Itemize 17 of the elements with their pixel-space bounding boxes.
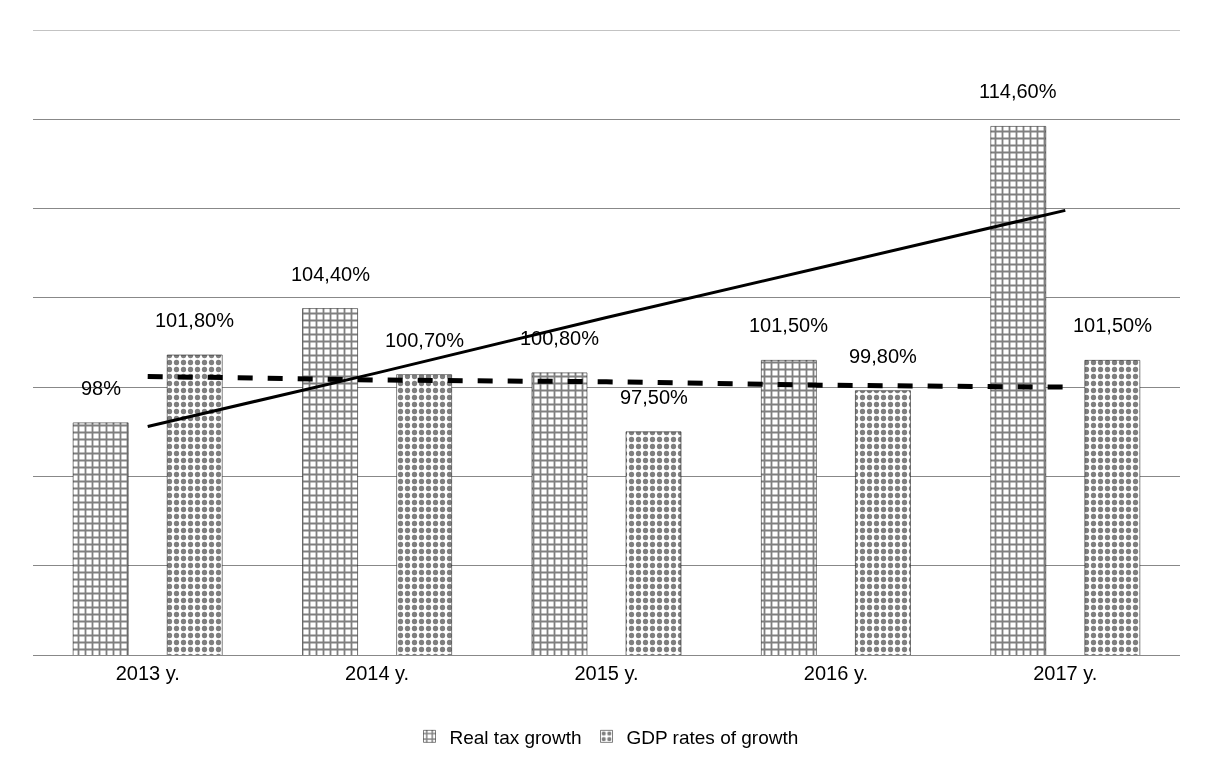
- data-label: 100,80%: [520, 327, 600, 349]
- x-tick-label: 2015 y.: [574, 662, 639, 684]
- x-tick-label: 2014 y.: [345, 662, 410, 684]
- x-tick-label: 2013 y.: [115, 662, 180, 684]
- x-tick-label: 2017 y.: [1033, 662, 1098, 684]
- data-label: 100,70%: [385, 329, 465, 351]
- x-tick-label: 2016 y.: [803, 662, 868, 684]
- series-label: GDP rates of growth: [626, 726, 799, 748]
- data-label: 114,60%: [979, 80, 1057, 102]
- data-label: 99,80%: [849, 345, 918, 367]
- data-label: 98%: [81, 377, 122, 399]
- data-label: 101,50%: [749, 314, 829, 336]
- data-label: 97,50%: [620, 386, 689, 408]
- series-label: Real tax growth: [449, 726, 582, 748]
- data-label: 101,50%: [1073, 314, 1153, 336]
- data-label: 104,40%: [291, 263, 371, 285]
- data-label: 101,80%: [155, 309, 235, 331]
